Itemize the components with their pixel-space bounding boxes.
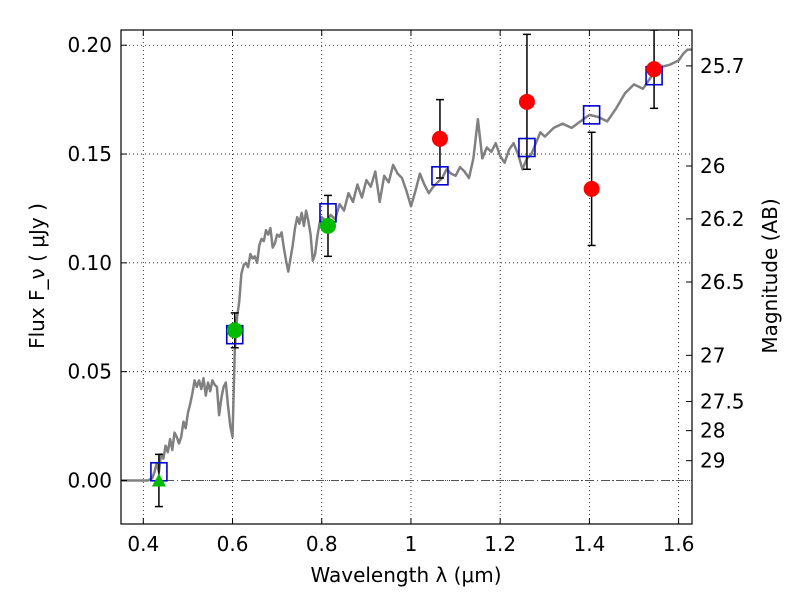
- magnitude-tick-label: 25.7: [700, 54, 745, 78]
- y-tick-label: 0.10: [67, 251, 112, 275]
- magnitude-axis-label: Magnitude (AB): [758, 198, 782, 353]
- plot-series: [121, 30, 692, 508]
- x-tick-label: 0.4: [127, 532, 159, 556]
- magnitude-tick-label: 26.5: [700, 270, 745, 294]
- magnitude-tick-label: 29: [700, 449, 725, 473]
- plot-border: [120, 29, 693, 525]
- x-axis-label: Wavelength λ (μm): [310, 563, 501, 587]
- model-photometry-square: [518, 137, 536, 158]
- x-tick-label: 1: [405, 532, 418, 556]
- x-tick-label: 1.6: [663, 532, 695, 556]
- x-tick-label: 1.2: [484, 532, 516, 556]
- y-axis-ticks: 0.00 0.05 0.10 0.15 0.20: [67, 33, 127, 492]
- plot-area: [121, 30, 692, 508]
- y-tick-label: 0.00: [67, 468, 112, 492]
- magnitude-tick-label: 26.2: [700, 207, 745, 231]
- magnitude-axis-ticks: 25.7 26 26.2 26.5 27 27.5 28 29: [686, 54, 745, 473]
- detection-point: [583, 180, 600, 197]
- y-axis-label: Flux F_ν ( μJy ): [25, 203, 49, 349]
- x-tick-label: 0.8: [306, 532, 338, 556]
- y-tick-label: 0.20: [67, 33, 112, 57]
- detection-point: [646, 61, 663, 78]
- ground-detection-point: [226, 322, 243, 339]
- x-axis-ticks: 0.4 0.6 0.8 1 1.2 1.4 1.6: [127, 30, 695, 556]
- magnitude-tick-label: 27.5: [700, 389, 745, 413]
- model-spectrum-line: [121, 48, 692, 482]
- axes-frame: [120, 29, 693, 525]
- y-tick-label: 0.05: [67, 360, 112, 384]
- x-tick-label: 1.4: [573, 532, 605, 556]
- magnitude-tick-label: 27: [700, 343, 725, 367]
- magnitude-tick-label: 26: [700, 154, 725, 178]
- model-photometry-square: [582, 105, 601, 125]
- detection-point: [518, 93, 535, 110]
- x-tick-label: 0.6: [217, 532, 249, 556]
- y-tick-label: 0.15: [67, 142, 112, 166]
- ground-detection-point: [319, 217, 336, 234]
- model-photometry-square: [431, 166, 449, 186]
- detection-point: [431, 130, 448, 147]
- magnitude-tick-label: 28: [700, 419, 725, 443]
- upper-limit-triangle: [151, 473, 166, 487]
